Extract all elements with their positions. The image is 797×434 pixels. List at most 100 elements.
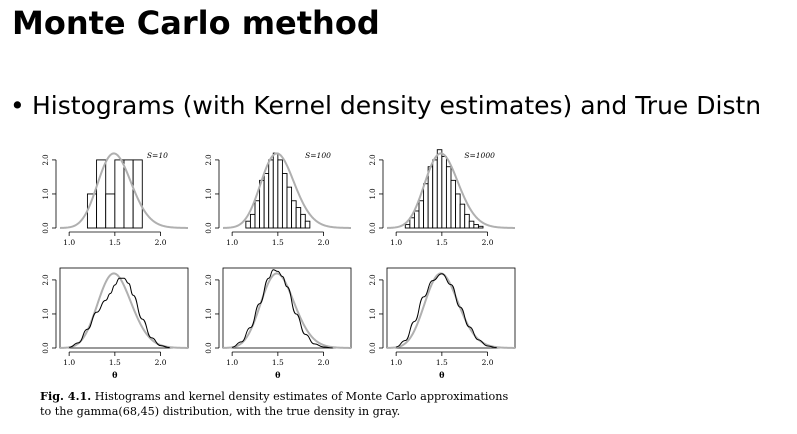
plot-frame [386, 267, 516, 349]
bullet-item: • Histograms (with Kernel density estimat… [10, 88, 761, 124]
x-axis-label: θ [439, 370, 445, 380]
histogram-bar [409, 217, 415, 229]
histogram-bar [114, 159, 125, 229]
figure-panels: 0.0 1.0 2.0 1.0 1.5 2.0 S=10 0.0 1.0 2.0 1.0 1.5 2.0… [42, 149, 516, 380]
kde-estimate-curve [69, 277, 170, 349]
histogram-bar [245, 220, 251, 229]
y-axis: 0.0 1.0 2.0 [369, 274, 384, 354]
x-tick-label: 2.0 [482, 238, 494, 247]
y-tick-label: 1.0 [42, 308, 50, 319]
x-axis-label: θ [275, 370, 281, 380]
x-tick-label: 2.0 [155, 238, 167, 247]
y-axis: 0.0 1.0 2.0 [205, 274, 220, 354]
x-axis: 1.0 1.5 2.0 [63, 351, 167, 367]
histogram-bar [281, 173, 288, 229]
histogram-bar [304, 220, 311, 229]
x-axis: 1.0 1.5 2.0 [390, 231, 494, 247]
true-density-curve [222, 152, 352, 229]
y-tick-label: 2.0 [205, 274, 213, 285]
histogram-bar [96, 159, 107, 229]
x-tick-label: 1.5 [109, 238, 121, 247]
histogram-bar [404, 224, 411, 229]
bullet-text: Histograms (with Kernel density estimate… [32, 91, 762, 120]
panel-2: 0.0 1.0 2.0 1.0 1.5 2.0 S=100 [205, 151, 352, 247]
histogram-bar [459, 203, 466, 229]
kde-estimate-curve [232, 269, 333, 349]
x-tick-label: 1.5 [436, 238, 448, 247]
y-tick-label: 2.0 [369, 154, 377, 165]
x-tick-label: 2.0 [482, 358, 494, 367]
histogram-bar [268, 159, 274, 229]
y-axis: 0.0 1.0 2.0 [205, 154, 220, 234]
x-tick-label: 1.0 [390, 358, 402, 367]
sample-size-label: S=10 [147, 151, 168, 160]
x-tick-label: 1.0 [226, 358, 238, 367]
histogram-bar [286, 186, 293, 229]
sample-size-label: S=1000 [464, 151, 495, 160]
y-tick-label: 2.0 [205, 154, 213, 165]
x-tick-label: 1.5 [109, 358, 121, 367]
bullet-dot-icon: • [10, 91, 25, 120]
histogram-bar [291, 200, 297, 229]
y-tick-label: 0.0 [42, 342, 50, 353]
x-tick-label: 1.0 [226, 238, 238, 247]
histogram-bar [455, 193, 461, 229]
y-tick-label: 0.0 [205, 342, 213, 353]
panel-1: 0.0 1.0 2.0 1.0 1.5 2.0 S=10 [42, 151, 189, 247]
true-density-curve [59, 272, 189, 349]
histogram-bar [277, 159, 283, 229]
x-tick-label: 1.0 [63, 238, 75, 247]
true-density-curve [59, 152, 189, 229]
x-axis: 1.0 1.5 2.0 [390, 351, 494, 367]
histogram-bar [249, 213, 256, 229]
histogram-bar [464, 213, 470, 229]
y-tick-label: 0.0 [369, 222, 377, 233]
y-tick-label: 2.0 [42, 274, 50, 285]
y-tick-label: 0.0 [205, 222, 213, 233]
x-tick-label: 2.0 [318, 358, 330, 367]
y-axis: 0.0 1.0 2.0 [42, 154, 57, 234]
histogram-bar [272, 152, 279, 229]
caption-label: Fig. 4.1. [40, 389, 92, 403]
true-density-curve [386, 152, 516, 229]
histogram-bar [105, 193, 116, 229]
histogram-bar [418, 200, 425, 229]
x-tick-label: 1.5 [272, 238, 284, 247]
x-axis: 1.0 1.5 2.0 [63, 231, 167, 247]
plot-frame [222, 267, 352, 349]
histogram-bar [450, 179, 457, 229]
histogram-bar [441, 156, 447, 229]
histogram-bar [427, 166, 434, 229]
true-density-curve [386, 272, 516, 349]
caption-line-1: Histograms and kernel density estimates … [94, 390, 509, 403]
sample-size-label: S=100 [305, 151, 331, 160]
histogram-bar [432, 159, 438, 229]
x-tick-label: 1.0 [390, 238, 402, 247]
y-tick-label: 1.0 [369, 188, 377, 199]
x-tick-label: 2.0 [318, 238, 330, 247]
panel-4: 0.0 1.0 2.0 1.0 1.5 2.0 θ [42, 267, 189, 380]
y-tick-label: 0.0 [369, 342, 377, 353]
histogram-bar [295, 207, 302, 229]
histogram-bar [300, 213, 306, 229]
y-axis: 0.0 1.0 2.0 [42, 274, 57, 354]
y-tick-label: 1.0 [205, 308, 213, 319]
histogram-bar [445, 166, 452, 229]
histogram-bar [436, 149, 443, 229]
x-tick-label: 1.5 [272, 358, 284, 367]
x-tick-label: 1.0 [63, 358, 75, 367]
panel-6: 0.0 1.0 2.0 1.0 1.5 2.0 θ [369, 267, 516, 380]
histogram-bar [263, 173, 270, 229]
slide-title: Monte Carlo method [12, 4, 380, 42]
true-density-curve [222, 272, 352, 349]
histogram-bar [468, 220, 475, 229]
histogram-bar [423, 183, 429, 229]
y-axis: 0.0 1.0 2.0 [369, 154, 384, 234]
panel-5: 0.0 1.0 2.0 1.0 1.5 2.0 θ [205, 267, 352, 380]
figure-caption: Fig. 4.1. Histograms and kernel density … [40, 389, 540, 419]
x-axis: 1.0 1.5 2.0 [226, 351, 330, 367]
histogram-bar [254, 200, 261, 229]
x-axis-label: θ [112, 370, 118, 380]
histogram-bar [477, 225, 484, 229]
y-tick-label: 1.0 [205, 188, 213, 199]
